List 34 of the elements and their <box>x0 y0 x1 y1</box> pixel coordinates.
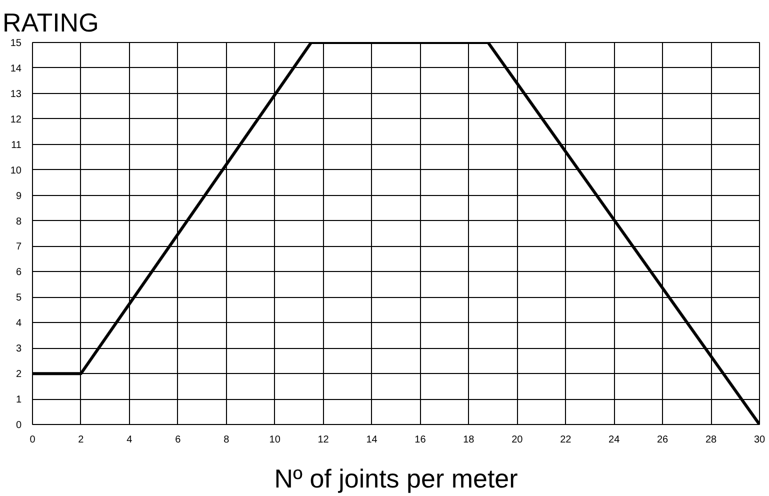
y-tick-label: 14 <box>10 63 22 74</box>
y-tick-label: 3 <box>16 344 22 355</box>
y-axis-title: RATING <box>2 8 99 38</box>
x-tick-label: 30 <box>754 434 766 446</box>
y-tick-label: 4 <box>16 318 22 330</box>
y-tick-label: 9 <box>16 190 22 202</box>
x-tick-label: 28 <box>705 434 718 446</box>
x-tick-label: 14 <box>366 434 378 446</box>
x-tick-label: 6 <box>175 434 182 446</box>
x-tick-label: 2 <box>78 434 84 446</box>
y-tick-label: 10 <box>10 165 22 176</box>
y-tick-label: 15 <box>10 38 22 49</box>
y-tick-label: 7 <box>16 242 22 253</box>
x-tick-label: 24 <box>608 434 620 446</box>
y-tick-label: 2 <box>16 369 22 380</box>
y-tick-label: 5 <box>16 292 22 304</box>
y-tick-label: 8 <box>16 216 22 228</box>
x-tick-label: 16 <box>414 434 426 446</box>
x-tick-label: 26 <box>657 434 669 446</box>
y-tick-label: 1 <box>16 394 22 406</box>
y-tick-label: 12 <box>10 114 22 126</box>
x-tick-label: 18 <box>463 434 475 446</box>
x-tick-label: 0 <box>30 434 36 446</box>
x-tick-label: 22 <box>560 434 572 446</box>
y-tick-label: 0 <box>16 420 22 431</box>
y-tick-label: 13 <box>10 88 22 100</box>
x-tick-label: 20 <box>512 434 524 446</box>
y-tick-label: 11 <box>11 140 22 151</box>
x-axis-title: Nº of joints per meter <box>274 464 518 494</box>
y-tick-label: 6 <box>16 267 22 278</box>
x-tick-label: 8 <box>224 434 230 446</box>
x-tick-label: 12 <box>318 434 330 446</box>
x-tick-label: 4 <box>126 434 133 446</box>
x-tick-label: 10 <box>269 434 281 446</box>
